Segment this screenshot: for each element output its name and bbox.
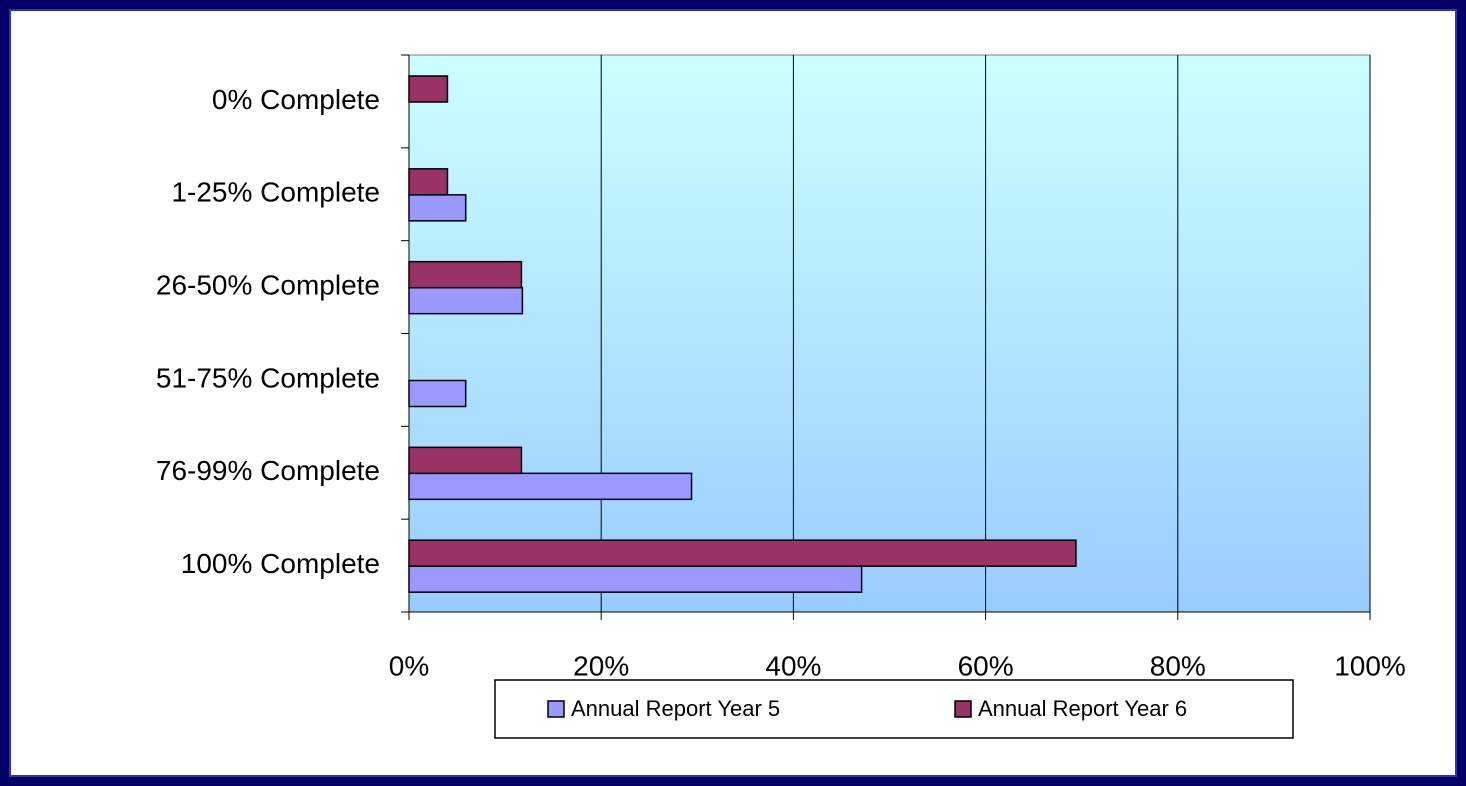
x-tick-label: 100% xyxy=(1334,650,1406,681)
x-tick-label: 40% xyxy=(765,650,821,681)
legend-label: Annual Report Year 5 xyxy=(571,696,780,721)
plot-area xyxy=(408,54,1371,613)
y-tick-label: 1-25% Complete xyxy=(171,177,380,208)
y-tick-label: 26-50% Complete xyxy=(156,269,380,300)
bar xyxy=(408,472,693,501)
legend-swatch xyxy=(547,700,565,718)
legend-label: Annual Report Year 6 xyxy=(978,696,1187,721)
x-tick-label: 20% xyxy=(573,650,629,681)
bar xyxy=(408,168,449,196)
x-tick-label: 80% xyxy=(1150,650,1206,681)
y-tick-label: 51-75% Complete xyxy=(156,362,380,393)
x-tick-label: 0% xyxy=(389,650,429,681)
bar xyxy=(408,446,523,475)
y-tick-label: 0% Complete xyxy=(212,84,380,115)
x-tick-label: 60% xyxy=(958,650,1014,681)
y-tick-label: 100% Complete xyxy=(181,548,380,579)
bar xyxy=(408,75,449,103)
bar xyxy=(408,260,523,289)
y-tick-label: 76-99% Complete xyxy=(156,455,380,486)
bar xyxy=(408,194,467,222)
legend-swatch xyxy=(954,700,972,718)
legend xyxy=(494,679,1294,739)
bar xyxy=(408,286,524,315)
bar xyxy=(408,565,863,593)
bar xyxy=(408,539,1077,567)
bar xyxy=(408,379,467,408)
